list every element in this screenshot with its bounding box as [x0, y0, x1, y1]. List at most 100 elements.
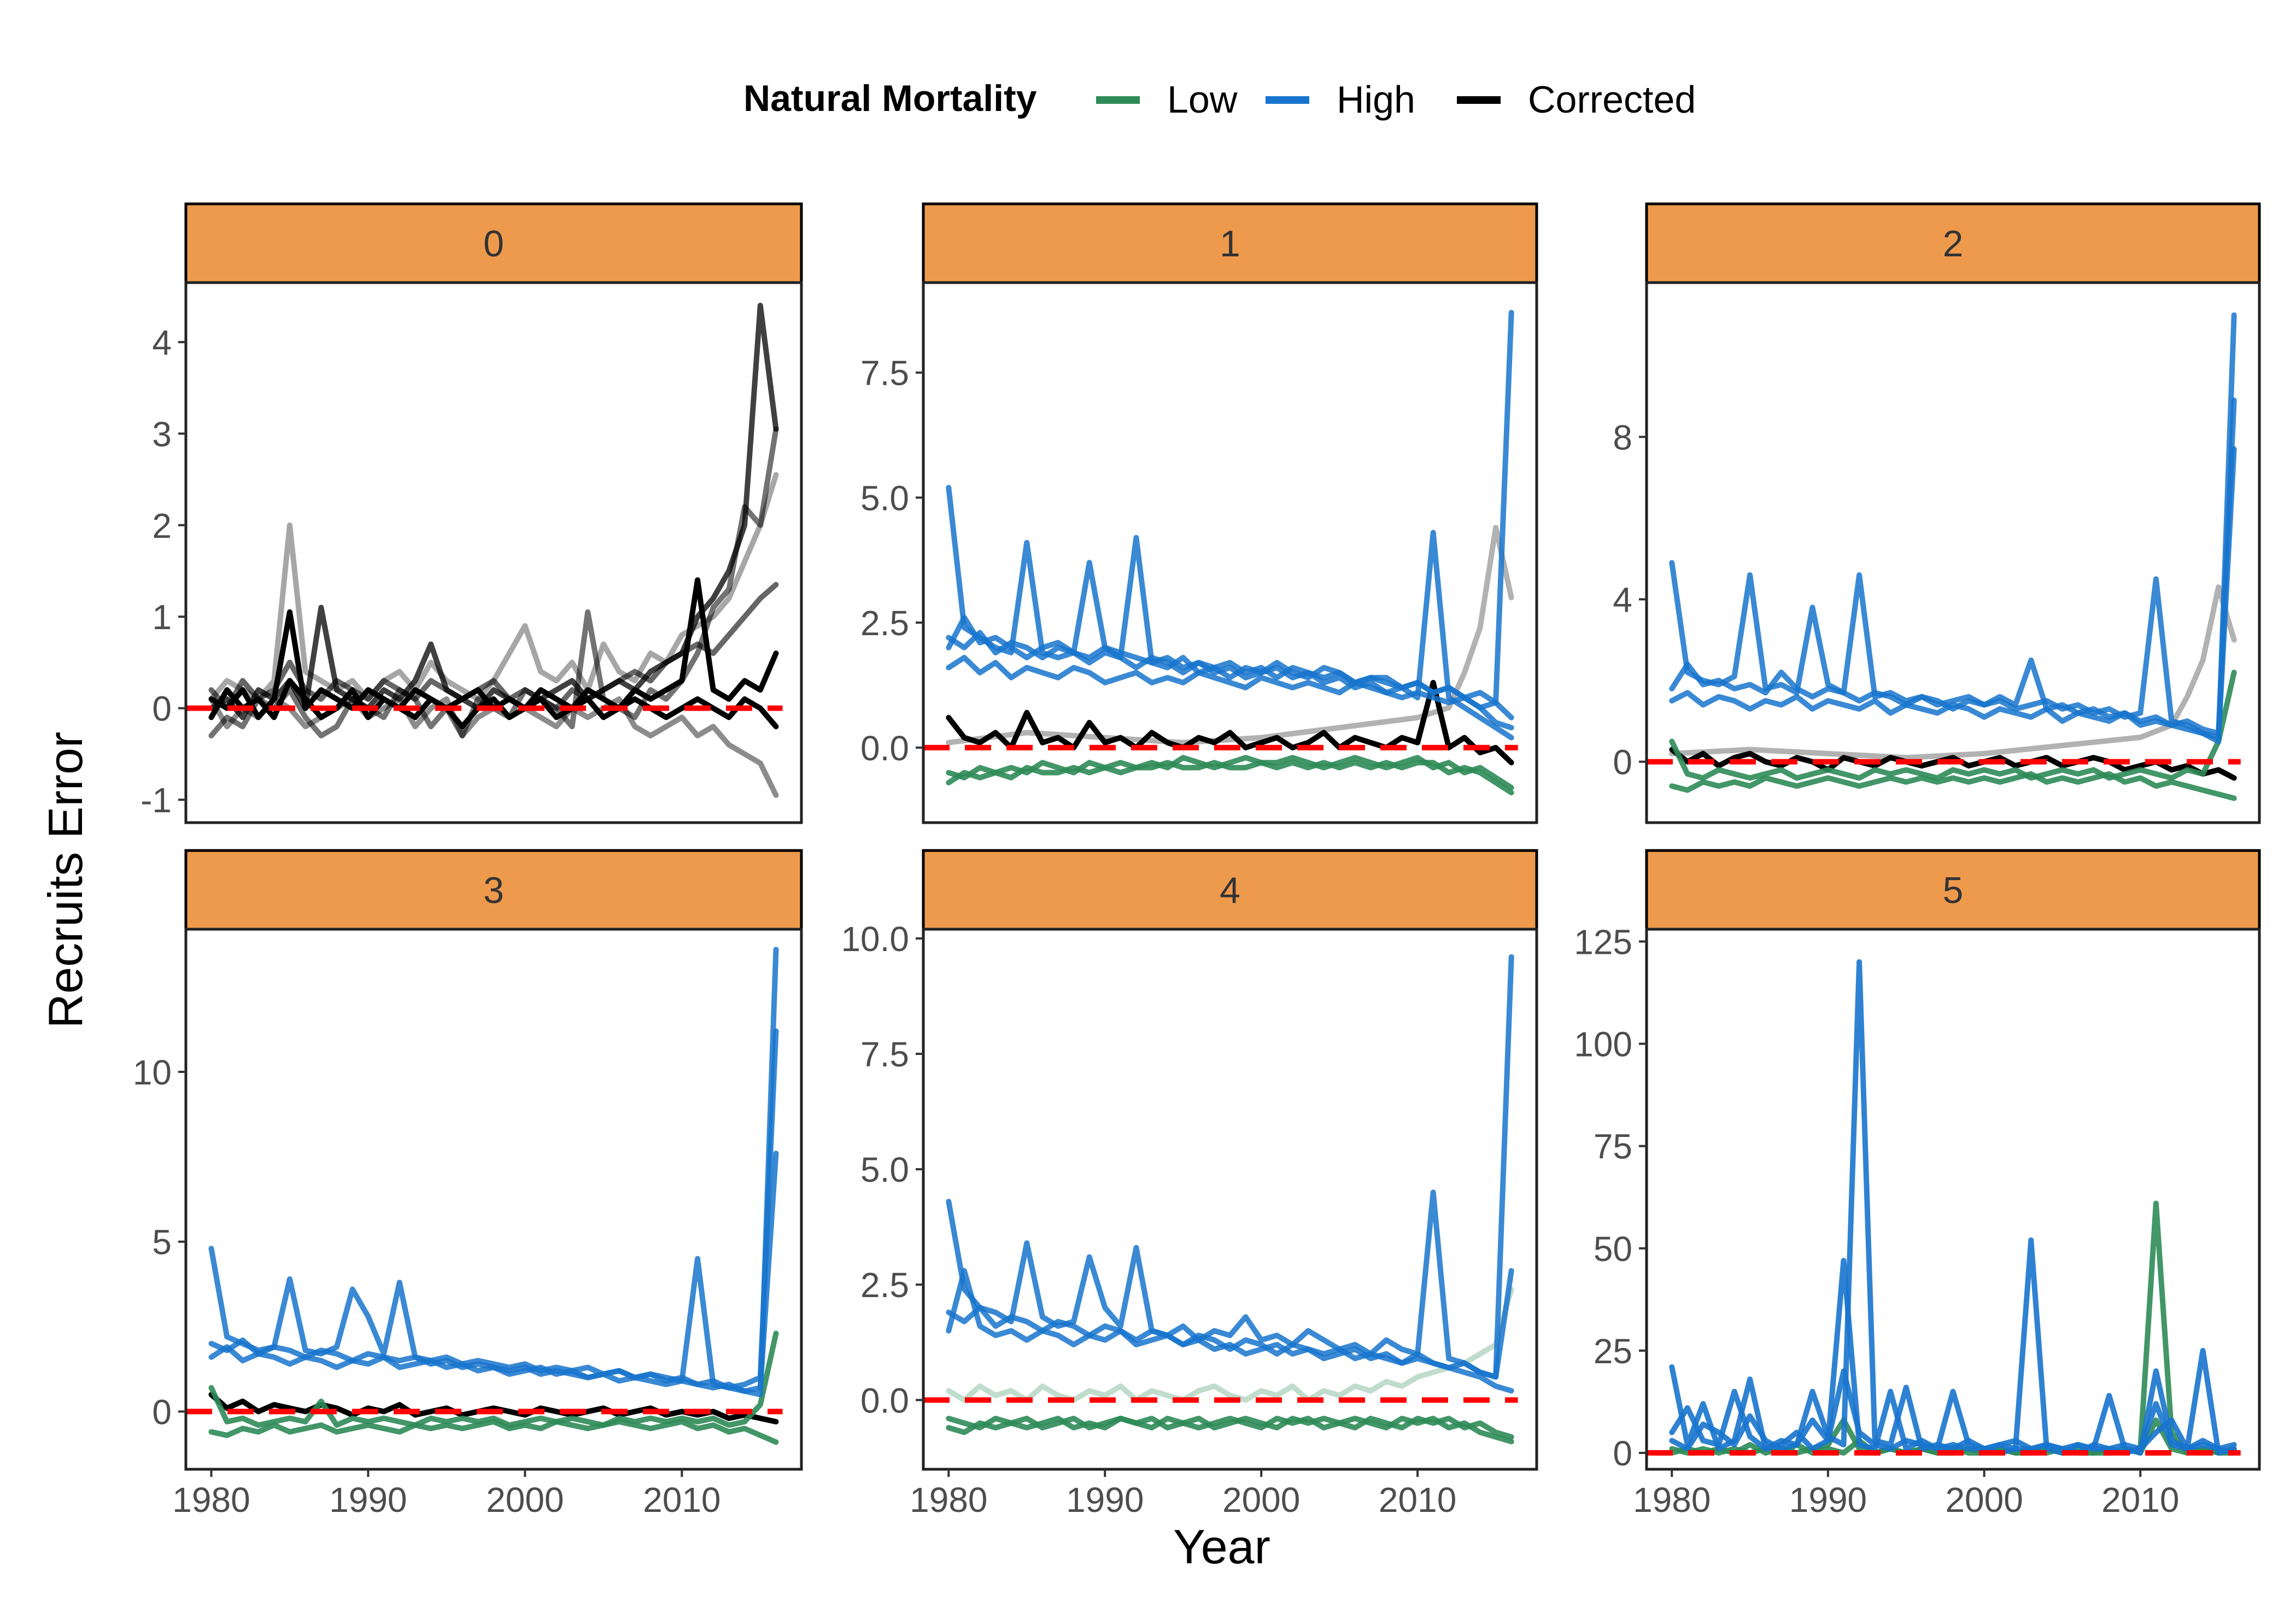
series-line-corrected — [946, 525, 1514, 746]
y-tick-label: 2.5 — [860, 1265, 909, 1305]
x-tick-label: 1990 — [1789, 1480, 1867, 1520]
panel-strip-label: 2 — [1943, 223, 1964, 265]
panel-frame — [922, 928, 1538, 1471]
panel-background — [923, 929, 1537, 1469]
legend-items: Low High Corrected — [1096, 78, 1696, 121]
panel-strip-label: 0 — [483, 223, 504, 265]
y-tick-label: 5.0 — [860, 478, 909, 518]
panel-background — [186, 929, 801, 1469]
panel-background — [186, 283, 801, 823]
panel-frame — [1645, 281, 2261, 824]
series-group — [1669, 312, 2237, 801]
y-tick-label: 7.5 — [860, 1035, 909, 1074]
legend-label-corrected: Corrected — [1528, 78, 1696, 121]
y-tick-label: 100 — [1574, 1025, 1632, 1064]
panel-1: 1 0.0 2.5 5.0 7.5 — [860, 202, 1538, 824]
legend-label-high: High — [1337, 78, 1415, 121]
y-tick-label: 1 — [152, 597, 172, 637]
y-tick-label: 5.0 — [860, 1150, 909, 1189]
x-tick-label: 1990 — [1066, 1480, 1144, 1520]
series-line-corrected — [946, 679, 1514, 766]
x-tick-label: 2010 — [2101, 1480, 2179, 1520]
series-line-high — [946, 530, 1514, 741]
series-line-low — [1669, 670, 2237, 781]
panel-strip-label: 3 — [483, 870, 504, 911]
panel-strip-label: 4 — [1220, 870, 1240, 911]
y-tick-label: 0 — [152, 1392, 172, 1432]
series-group — [946, 309, 1514, 796]
y-tick-label: 0.0 — [860, 1381, 909, 1420]
legend-title: Natural Mortality — [743, 78, 1037, 119]
series-line-high — [1669, 397, 2237, 736]
x-tick-label: 2000 — [1945, 1480, 2023, 1520]
series-line-low — [946, 1416, 1514, 1440]
series-line-high — [208, 1151, 779, 1394]
panel-0: 0 -1 0 1 2 3 4 — [140, 202, 803, 824]
y-tick-label: 10 — [133, 1053, 172, 1092]
y-tick-label: 0.0 — [860, 729, 909, 768]
panel-frame — [184, 281, 803, 824]
y-tick-label: 10.0 — [841, 919, 909, 959]
series-line-corrected — [1669, 584, 2237, 761]
series-line-low — [946, 1286, 1514, 1403]
y-tick-label: -1 — [140, 781, 172, 820]
x-tick-label: 1980 — [172, 1480, 250, 1520]
series-line-corrected — [208, 678, 779, 730]
series-line-low — [1669, 771, 2237, 801]
series-line-low — [946, 1416, 1514, 1445]
panel-strip — [922, 849, 1538, 931]
series-line-high — [946, 1305, 1514, 1394]
series-line-corrected — [1669, 747, 2237, 781]
y-axis-title: Recruits Error — [38, 732, 92, 1029]
legend: Natural Mortality Low High Corrected — [743, 78, 1696, 121]
series-line-corrected — [208, 582, 779, 711]
x-tick-label: 1980 — [910, 1480, 987, 1520]
x-tick-label: 2010 — [643, 1480, 721, 1520]
y-tick-label: 75 — [1594, 1127, 1632, 1166]
y-tick-label: 0 — [1613, 1434, 1632, 1473]
y-tick-label: 4 — [1613, 580, 1632, 619]
y-tick-label: 4 — [152, 323, 172, 362]
y-tick-label: 7.5 — [860, 354, 909, 393]
x-tick-label: 2010 — [1379, 1480, 1456, 1520]
panel-frame — [922, 281, 1538, 824]
y-tick-label: 0 — [1613, 743, 1632, 782]
series-line-low — [946, 760, 1514, 796]
series-group — [208, 947, 779, 1445]
x-tick-label: 2000 — [486, 1480, 564, 1520]
x-tick-label: 2000 — [1222, 1480, 1300, 1520]
x-tick-label: 1980 — [1633, 1480, 1711, 1520]
panel-frame — [184, 928, 803, 1471]
panel-3: 3 0 5 10 1980 1990 2000 2010 — [133, 849, 803, 1520]
series-line-low — [946, 755, 1514, 790]
panel-frame — [1645, 928, 2261, 1471]
x-axis-title: Year — [1173, 1520, 1270, 1574]
series-group — [946, 954, 1514, 1445]
x-tick-label: 1990 — [329, 1480, 407, 1520]
y-tick-label: 25 — [1594, 1332, 1632, 1371]
series-line-high — [946, 630, 1514, 720]
y-tick-label: 8 — [1613, 418, 1632, 457]
panel-strip — [922, 202, 1538, 284]
series-line-low — [208, 1330, 779, 1428]
y-tick-label: 2.5 — [860, 603, 909, 643]
y-tick-label: 50 — [1594, 1229, 1632, 1269]
series-line-high — [946, 309, 1514, 711]
series-group — [1669, 959, 2237, 1456]
y-tick-label: 0 — [152, 689, 172, 729]
panel-strip — [184, 849, 803, 931]
panel-strip-label: 5 — [1943, 870, 1964, 911]
y-tick-label: 2 — [152, 506, 172, 546]
series-line-low — [208, 1419, 779, 1445]
y-tick-label: 5 — [152, 1223, 172, 1262]
legend-label-low: Low — [1167, 78, 1238, 121]
panel-strip — [1645, 202, 2261, 284]
y-tick-label: 125 — [1574, 922, 1632, 961]
series-line-high — [1669, 1368, 2237, 1456]
panel-strip-label: 1 — [1220, 223, 1240, 265]
panel-background — [1647, 283, 2259, 823]
